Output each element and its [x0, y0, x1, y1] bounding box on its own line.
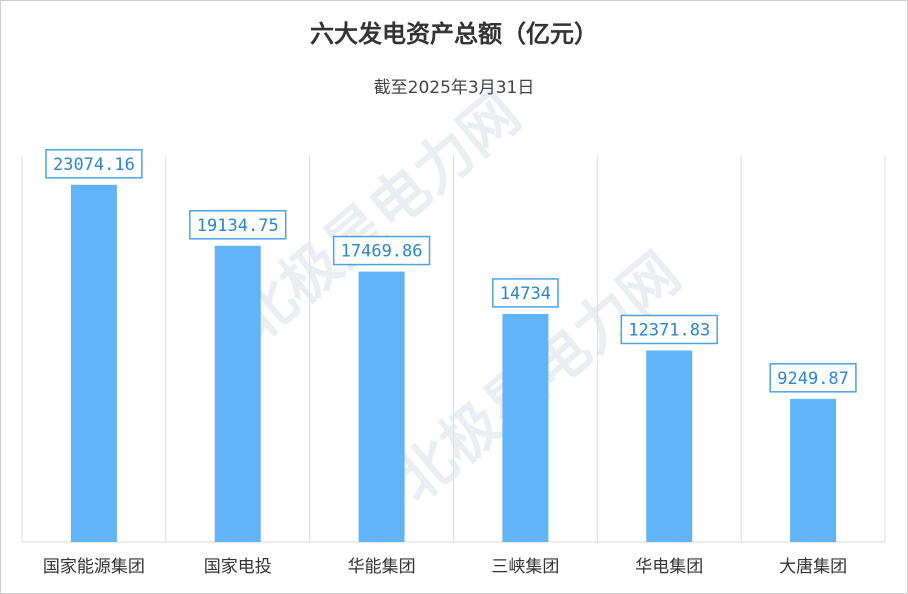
bar: [502, 313, 549, 542]
bar: [358, 271, 405, 542]
value-label: 9249.87: [777, 369, 849, 389]
chart-title: 六大发电资产总额（亿元）: [310, 20, 598, 48]
x-tick-label: 大唐集团: [779, 556, 847, 577]
chart-subtitle: 截至2025年3月31日: [374, 78, 535, 98]
bar: [214, 245, 261, 542]
bar: [70, 184, 117, 542]
x-tick-label: 华能集团: [348, 557, 416, 577]
value-label-box: [769, 363, 857, 393]
value-label: 19134.75: [197, 216, 279, 236]
bar: [646, 350, 693, 542]
x-tick-label: 三峡集团: [491, 557, 559, 577]
value-label-box: [332, 235, 431, 266]
value-label-box: [189, 210, 287, 240]
bar: [790, 398, 837, 542]
value-label: 17469.86: [341, 242, 423, 262]
value-label: 12371.83: [628, 320, 710, 340]
value-label: 23074.16: [53, 155, 135, 175]
value-label-box: [620, 314, 718, 345]
value-label-box: [45, 149, 143, 179]
x-tick-label: 国家电投: [204, 557, 272, 577]
value-label: 14734: [500, 284, 551, 304]
x-tick-label: 华电集团: [635, 557, 703, 577]
x-tick-label: 国家能源集团: [43, 557, 145, 577]
value-label-box: [492, 278, 559, 308]
